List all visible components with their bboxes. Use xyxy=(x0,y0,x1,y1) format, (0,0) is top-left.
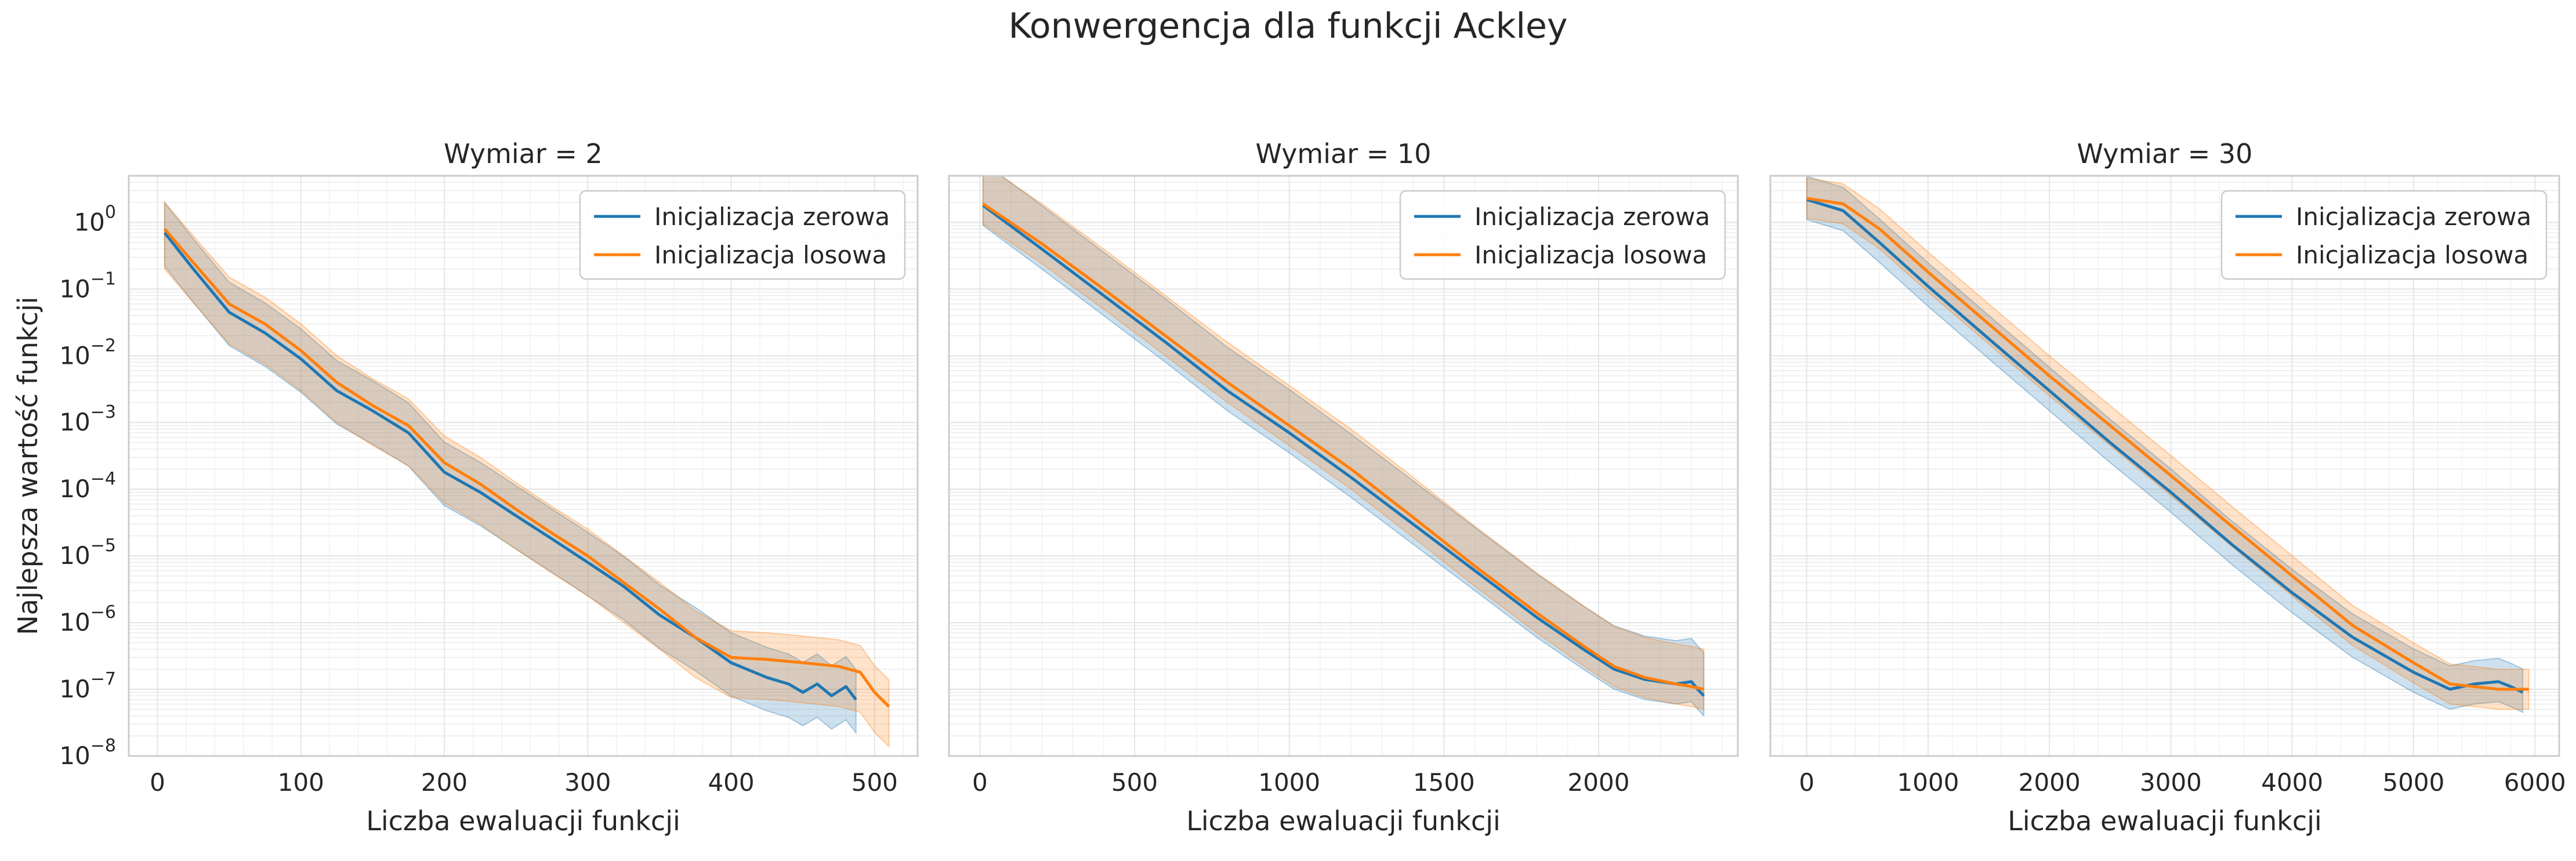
panel-title: Wymiar = 2 xyxy=(444,138,603,169)
y-tick-label: 10−2 xyxy=(59,335,116,370)
x-axis-label: Liczba ewaluacji funkcji xyxy=(366,805,680,837)
plot-frame xyxy=(128,175,919,757)
y-tick-label: 10−7 xyxy=(59,669,116,703)
confidence-band-random xyxy=(982,176,1705,710)
plot-area xyxy=(982,176,1705,718)
x-tick-label: 0 xyxy=(150,768,165,797)
x-tick-label: 2000 xyxy=(2019,768,2081,797)
panel-2: 0 500 1000 1500 2000 Wymiar = 10 Liczba ewalua… xyxy=(948,138,1739,837)
x-tick-label: 1500 xyxy=(1413,768,1475,797)
series-line-zero xyxy=(163,231,857,701)
x-tick-label: 1000 xyxy=(1897,768,1959,797)
y-tick-label: 10−8 xyxy=(59,736,116,770)
series-line-zero xyxy=(982,204,1705,697)
plot-area xyxy=(163,200,890,748)
legend-label: Inicjalizacja zerowa xyxy=(1474,202,1710,231)
plot-area xyxy=(1806,176,2530,714)
series-line-random xyxy=(982,202,1704,691)
x-tick-label: 4000 xyxy=(2261,768,2323,797)
confidence-band-zero xyxy=(1806,176,2524,714)
x-tick-label: 0 xyxy=(1799,768,1814,797)
x-axis-label: Liczba ewaluacji funkcji xyxy=(2008,805,2322,837)
legend: Inicjalizacja zerowa Inicjalizacja losowa xyxy=(2220,190,2548,280)
series-line-random xyxy=(1806,197,2529,691)
legend-label: Inicjalizacja zerowa xyxy=(654,202,890,231)
x-tick-label: 6000 xyxy=(2504,768,2566,797)
y-tick-label: 100 xyxy=(74,202,116,236)
panel-title: Wymiar = 10 xyxy=(1256,138,1432,169)
x-tick-label: 2000 xyxy=(1568,768,1630,797)
legend-box xyxy=(2220,190,2548,280)
plot-frame xyxy=(1769,175,2560,757)
x-tick-label: 400 xyxy=(708,768,754,797)
y-axis-label: Najlepsza wartość funkcji xyxy=(12,296,44,635)
x-tick-label: 1000 xyxy=(1258,768,1320,797)
legend-box xyxy=(1399,190,1726,280)
confidence-band-zero xyxy=(982,176,1705,718)
figure-title: Konwergencja dla funkcji Ackley xyxy=(1008,6,1568,46)
legend-label: Inicjalizacja zerowa xyxy=(2296,202,2531,231)
panel-title: Wymiar = 30 xyxy=(2077,138,2253,169)
x-tick-label: 0 xyxy=(972,768,988,797)
x-tick-label: 300 xyxy=(564,768,611,797)
series-line-zero xyxy=(1806,198,2524,694)
x-tick-label: 100 xyxy=(278,768,324,797)
x-tick-label: 3000 xyxy=(2140,768,2202,797)
legend-label: Inicjalizacja losowa xyxy=(1474,241,1707,269)
legend: Inicjalizacja zerowa Inicjalizacja losowa xyxy=(1399,190,1726,280)
series-line-random xyxy=(163,227,890,708)
plot-frame xyxy=(948,175,1739,757)
y-tick-label: 10−1 xyxy=(59,269,116,303)
confidence-band-random xyxy=(1806,178,2530,710)
legend-label: Inicjalizacja losowa xyxy=(654,241,887,269)
x-tick-label: 500 xyxy=(1111,768,1158,797)
y-tick-label: 10−6 xyxy=(59,602,116,636)
y-tick-label: 10−3 xyxy=(59,402,116,436)
confidence-band-zero xyxy=(164,201,857,735)
y-tick-label: 10−4 xyxy=(59,469,116,503)
x-tick-label: 500 xyxy=(852,768,898,797)
x-tick-label: 5000 xyxy=(2382,768,2444,797)
x-tick-label: 200 xyxy=(421,768,468,797)
panel-1: 100 10−1 10−2 10−3 10−4 10−5 10−6 10−7 10−8 0 100 2… xyxy=(12,138,919,837)
panel-3: 0 1000 2000 3000 4000 5000 6000 Wymiar = 30 Licz… xyxy=(1769,138,2566,837)
confidence-band-random xyxy=(164,200,890,748)
legend-label: Inicjalizacja losowa xyxy=(2296,241,2528,269)
legend: Inicjalizacja zerowa Inicjalizacja losowa xyxy=(579,190,906,280)
x-axis-label: Liczba ewaluacji funkcji xyxy=(1186,805,1501,837)
legend-box xyxy=(579,190,906,280)
y-tick-label: 10−5 xyxy=(59,536,116,570)
